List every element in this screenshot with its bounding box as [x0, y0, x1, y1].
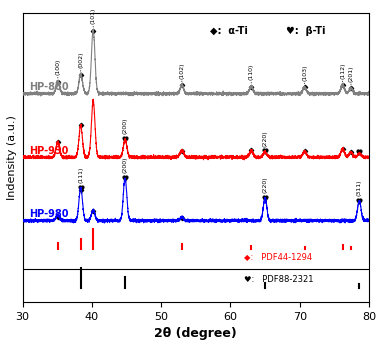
Text: HP-930: HP-930	[29, 146, 69, 156]
Text: (002): (002)	[78, 52, 83, 68]
Text: (102): (102)	[179, 62, 184, 79]
Text: (112): (112)	[340, 62, 345, 79]
Text: ♥:   PDF88-2321: ♥: PDF88-2321	[244, 275, 314, 284]
Text: (220): (220)	[262, 130, 268, 146]
Text: ◆:  α-Ti: ◆: α-Ti	[210, 26, 247, 36]
Text: (103): (103)	[302, 65, 307, 81]
Text: ◆:   PDF44-1294: ◆: PDF44-1294	[244, 253, 313, 261]
Text: HP-880: HP-880	[29, 82, 69, 92]
Text: (201): (201)	[349, 66, 354, 82]
Text: (111): (111)	[78, 167, 83, 184]
Text: (200): (200)	[123, 118, 128, 134]
Text: (220): (220)	[262, 177, 268, 193]
Y-axis label: Indensity (a.u.): Indensity (a.u.)	[7, 115, 17, 200]
Text: (110): (110)	[249, 64, 254, 80]
X-axis label: 2θ (degree): 2θ (degree)	[154, 327, 237, 340]
Text: ♥:  β-Ti: ♥: β-Ti	[286, 26, 325, 36]
Text: (200): (200)	[123, 157, 128, 174]
Text: HP-980: HP-980	[29, 209, 69, 219]
Text: (311): (311)	[357, 179, 362, 196]
Text: (101): (101)	[91, 8, 96, 24]
Text: (100): (100)	[55, 59, 61, 75]
